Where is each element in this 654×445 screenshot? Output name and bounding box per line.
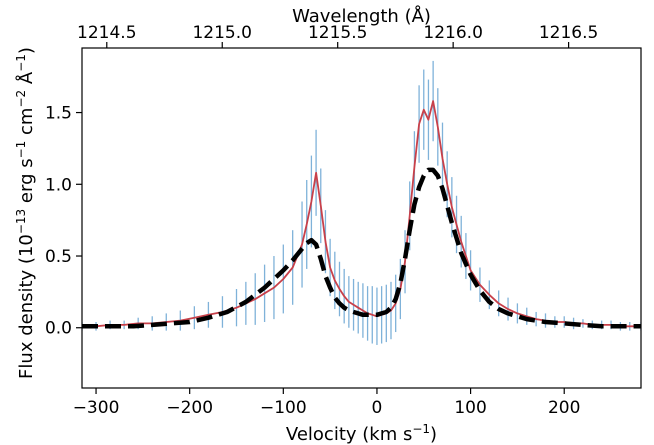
top-tick-label: 1215.5 bbox=[308, 23, 367, 43]
x-tick-label: −200 bbox=[166, 398, 213, 418]
y-tick-label: 1.0 bbox=[45, 175, 72, 195]
axes-frame bbox=[81, 47, 642, 389]
y-axis-label-text: Å bbox=[15, 71, 37, 90]
x-tick-label: 200 bbox=[548, 398, 580, 418]
y-axis-label-text: ) bbox=[16, 47, 37, 54]
x-tick-label: −300 bbox=[73, 398, 120, 418]
y-axis-label: Flux density (10−13 erg s−1 cm−2 Å−1) bbox=[14, 47, 37, 379]
axis-ticks: −300 −200 −100 0 100 200 0.0 0.5 1.0 1.5 1214.5 121… bbox=[45, 23, 598, 418]
y-tick-label: 0.5 bbox=[45, 247, 72, 267]
observed-profile-line bbox=[82, 100, 641, 328]
x-tick-label: 100 bbox=[454, 398, 486, 418]
top-tick-label: 1215.0 bbox=[192, 23, 251, 43]
y-axis-label-exponent: −13 bbox=[14, 209, 28, 234]
y-axis-label-text: Flux density (10 bbox=[16, 234, 37, 379]
y-axis-label-text: cm bbox=[16, 108, 37, 141]
x-tick-label: 0 bbox=[372, 398, 383, 418]
top-axis-label: Wavelength (Å) bbox=[292, 5, 431, 27]
top-tick-label: 1214.5 bbox=[77, 23, 136, 43]
y-axis-label-exponent: −2 bbox=[14, 90, 28, 108]
top-tick-label: 1216.0 bbox=[423, 23, 482, 43]
model-profile-line bbox=[82, 167, 641, 329]
x-tick-label: −100 bbox=[260, 398, 307, 418]
y-axis-label-exponent: −1 bbox=[14, 54, 28, 72]
y-tick-label: 0.0 bbox=[45, 319, 72, 339]
y-tick-label: 1.5 bbox=[45, 104, 72, 124]
y-axis-label-exponent: −1 bbox=[14, 141, 28, 159]
top-tick-label: 1216.5 bbox=[539, 23, 598, 43]
x-axis-label: Velocity (km s−1) bbox=[286, 422, 437, 445]
plot-area bbox=[82, 60, 641, 345]
data-layer bbox=[82, 60, 641, 345]
y-axis-label-text: erg s bbox=[16, 158, 37, 208]
